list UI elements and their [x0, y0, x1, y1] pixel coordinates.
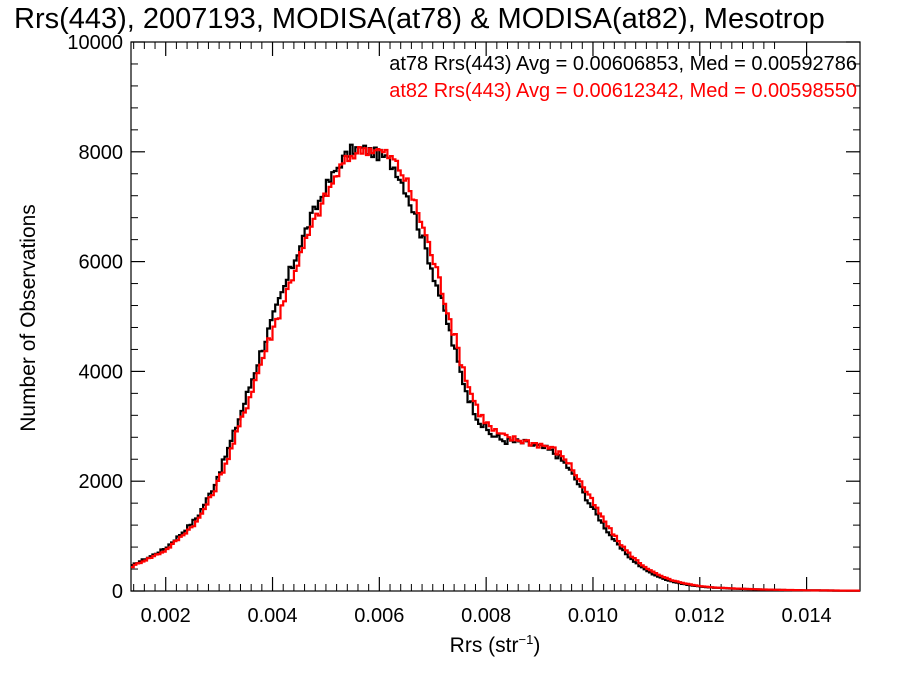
x-tick-label: 0.010 [568, 605, 618, 627]
x-axis: 0.002 0.004 0.006 0.008 0.010 0.012 0.014 [133, 42, 832, 627]
series-lines [131, 143, 860, 592]
y-tick-label: 4000 [79, 361, 124, 383]
y-axis-label: Number of Observations [17, 204, 40, 432]
x-tick-label: 0.014 [782, 605, 832, 627]
y-tick-label: 2000 [79, 471, 124, 493]
x-tick-label: 0.008 [461, 605, 511, 627]
chart-title: Rrs(443), 2007193, MODISA(at78) & MODISA… [14, 3, 825, 35]
x-tick-label: 0.004 [247, 605, 297, 627]
y-tick-label: 10000 [67, 32, 123, 54]
annotation-at82: at82 Rrs(443) Avg = 0.00612342, Med = 0.… [389, 80, 857, 102]
y-tick-label: 0 [112, 581, 123, 603]
y-tick-label: 6000 [79, 252, 124, 274]
y-axis: 0 2000 4000 6000 8000 10000 [67, 32, 860, 603]
x-axis-label: Rrs (str−1) [450, 632, 541, 657]
y-tick-label: 8000 [79, 142, 124, 164]
x-tick-label: 0.006 [354, 605, 404, 627]
series-line-at82 [131, 146, 860, 592]
plot-border [130, 41, 861, 592]
plot-frame [130, 41, 861, 592]
x-tick-label: 0.002 [141, 605, 191, 627]
x-tick-label: 0.012 [675, 605, 725, 627]
series-line-at78 [131, 143, 860, 592]
annotation-at78: at78 Rrs(443) Avg = 0.00606853, Med = 0.… [389, 53, 857, 75]
